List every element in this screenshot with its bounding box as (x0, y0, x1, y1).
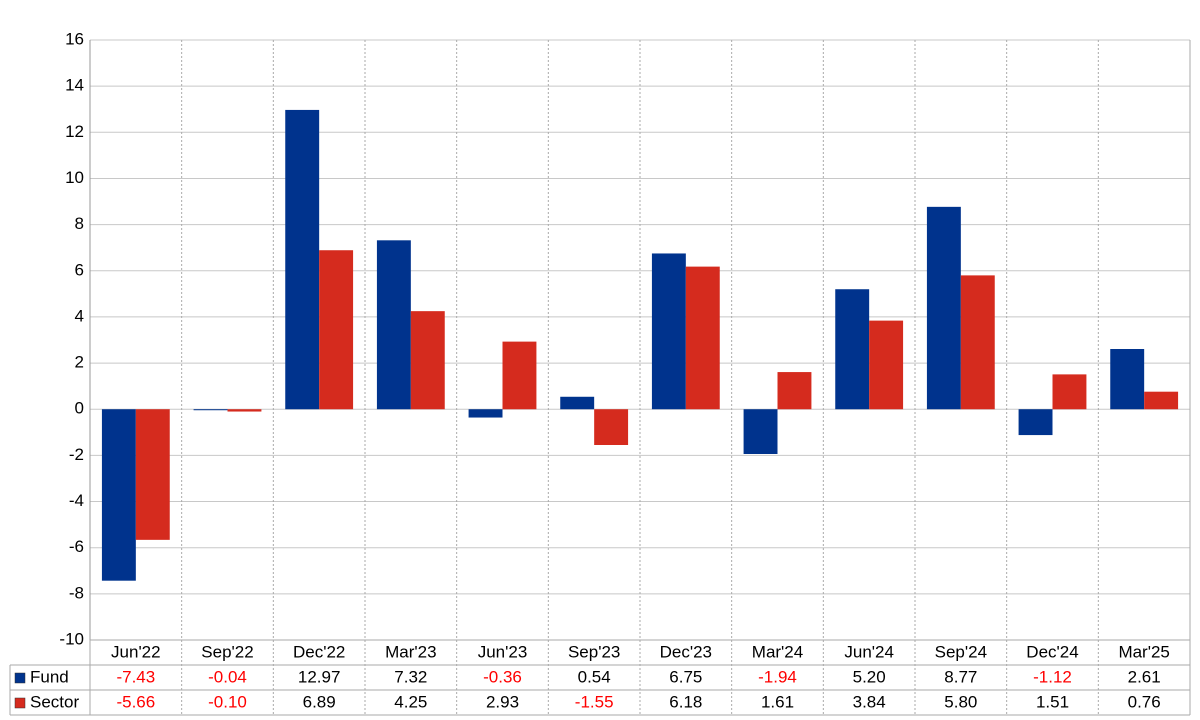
x-tick-label: Mar'24 (752, 642, 803, 661)
x-tick-label: Dec'23 (660, 642, 712, 661)
table-value: -1.12 (1033, 667, 1072, 686)
bar (135, 409, 170, 540)
bar (410, 311, 445, 410)
legend-swatch (14, 697, 26, 709)
bar (193, 409, 228, 411)
bar (560, 396, 595, 410)
legend-swatch (14, 672, 26, 684)
y-tick-label: -6 (69, 537, 84, 556)
bar (319, 250, 354, 410)
table-value: 5.20 (853, 667, 886, 686)
table-value: 6.75 (669, 667, 702, 686)
table-value: -0.10 (208, 692, 247, 711)
table-value: -0.04 (208, 667, 247, 686)
y-tick-label: 0 (75, 399, 84, 418)
x-tick-label: Dec'24 (1026, 642, 1078, 661)
table-value: 2.93 (486, 692, 519, 711)
y-tick-label: -10 (59, 629, 84, 648)
table-value: 3.84 (853, 692, 886, 711)
table-value: 12.97 (298, 667, 341, 686)
bar (468, 409, 503, 418)
y-tick-label: 4 (75, 306, 84, 325)
table-value: 4.25 (394, 692, 427, 711)
bar (502, 341, 537, 410)
bar (960, 275, 995, 410)
y-tick-label: 16 (65, 29, 84, 48)
bar (1144, 391, 1179, 410)
bar (835, 289, 870, 410)
bar (651, 253, 686, 410)
x-tick-label: Dec'22 (293, 642, 345, 661)
y-tick-label: 2 (75, 353, 84, 372)
table-value: 1.61 (761, 692, 794, 711)
y-tick-label: -8 (69, 583, 84, 602)
bar (869, 320, 904, 410)
y-tick-label: 6 (75, 260, 84, 279)
table-value: -1.55 (575, 692, 614, 711)
bar (376, 240, 411, 410)
table-value: 0.76 (1128, 692, 1161, 711)
table-value: 6.89 (303, 692, 336, 711)
y-tick-label: 14 (65, 76, 84, 95)
table-value: 2.61 (1128, 667, 1161, 686)
table-value: 8.77 (944, 667, 977, 686)
legend-label: Sector (30, 692, 79, 711)
table-value: -7.43 (116, 667, 155, 686)
y-tick-label: -4 (69, 491, 84, 510)
table-value: -5.66 (116, 692, 155, 711)
x-tick-label: Sep'24 (935, 642, 987, 661)
table-value: -1.94 (758, 667, 797, 686)
x-tick-label: Sep'23 (568, 642, 620, 661)
y-tick-label: 8 (75, 214, 84, 233)
y-tick-label: 12 (65, 122, 84, 141)
x-tick-label: Jun'24 (844, 642, 894, 661)
x-tick-label: Jun'22 (111, 642, 161, 661)
x-tick-label: Mar'23 (385, 642, 436, 661)
table-value: 0.54 (578, 667, 611, 686)
y-tick-label: 10 (65, 168, 84, 187)
table-value: 6.18 (669, 692, 702, 711)
bar (685, 266, 720, 410)
x-tick-label: Jun'23 (478, 642, 528, 661)
bar (1052, 374, 1087, 410)
bar (1110, 349, 1145, 410)
bar (101, 409, 136, 581)
bar (227, 409, 262, 412)
legend-label: Fund (30, 667, 69, 686)
table-value: 5.80 (944, 692, 977, 711)
bar (926, 206, 961, 410)
y-tick-label: -2 (69, 445, 84, 464)
table-value: 1.51 (1036, 692, 1069, 711)
bar (777, 372, 812, 410)
table-value: -0.36 (483, 667, 522, 686)
table-value: 7.32 (394, 667, 427, 686)
x-tick-label: Sep'22 (201, 642, 253, 661)
x-tick-label: Mar'25 (1118, 642, 1169, 661)
bar (594, 409, 629, 445)
bar (743, 409, 778, 454)
bar (1018, 409, 1053, 436)
bar (285, 109, 320, 410)
